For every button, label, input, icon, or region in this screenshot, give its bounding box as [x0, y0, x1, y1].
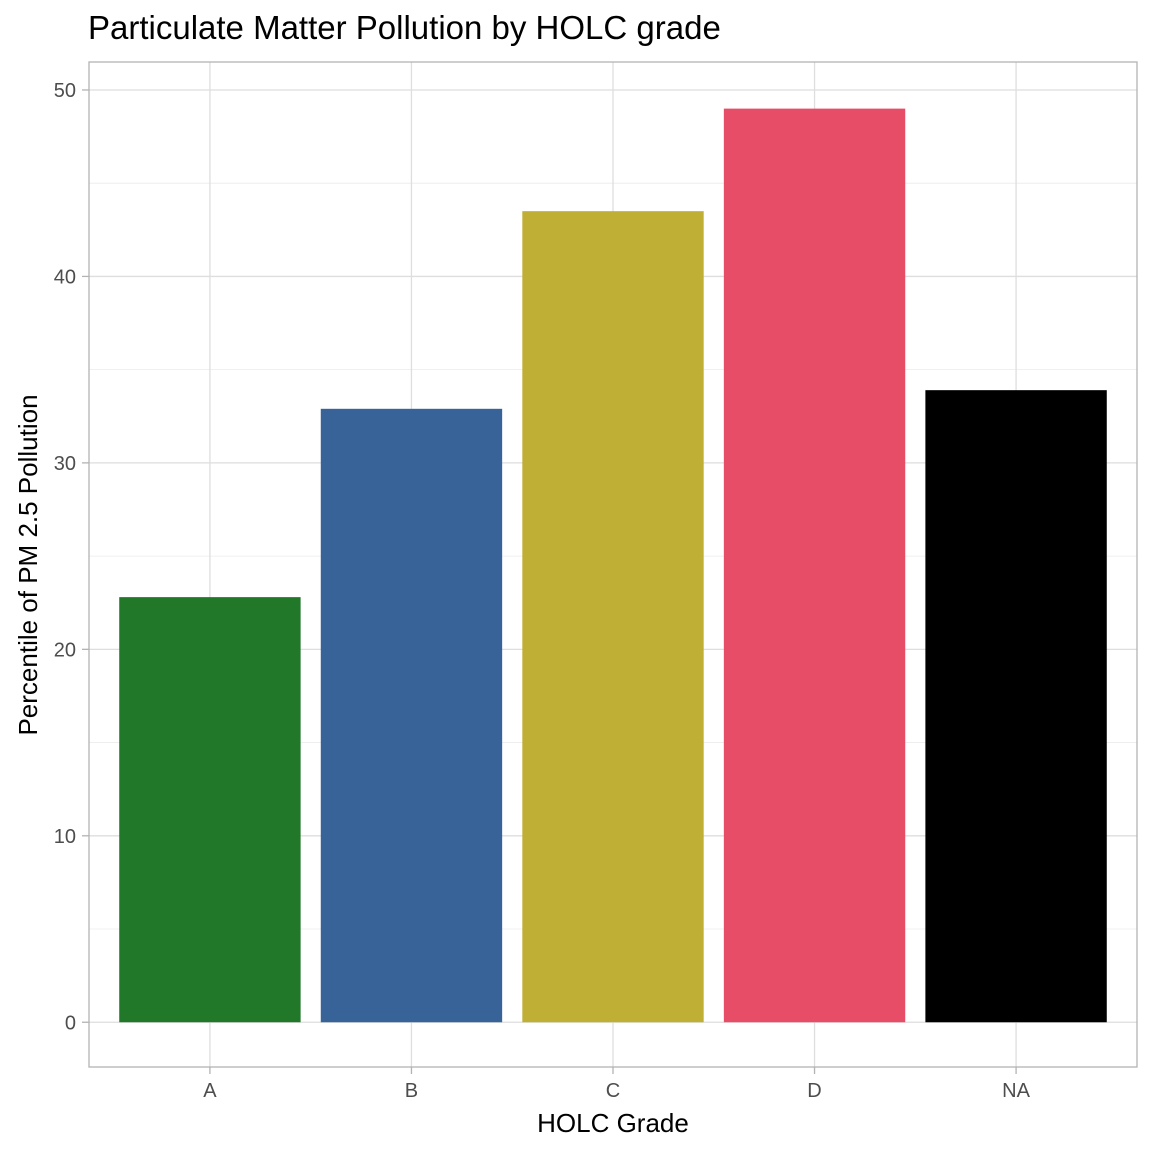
- y-tick-label: 40: [54, 266, 76, 288]
- x-axis: A B C D NA: [203, 1067, 1031, 1102]
- bar-d: [723, 108, 906, 1023]
- y-tick-label: 0: [65, 1012, 76, 1034]
- x-tick-label-d: D: [807, 1080, 821, 1102]
- x-tick-label-na: NA: [1002, 1080, 1030, 1102]
- bars: [119, 108, 1107, 1023]
- y-axis: 0 10 20 30 40 50: [54, 80, 89, 1034]
- x-tick-label-c: C: [606, 1080, 620, 1102]
- y-tick-label: 20: [54, 639, 76, 661]
- bar-a: [119, 597, 301, 1023]
- x-tick-label-b: B: [405, 1080, 418, 1102]
- y-tick-label: 30: [54, 453, 76, 475]
- chart-title: Particulate Matter Pollution by HOLC gra…: [88, 9, 721, 46]
- y-axis-title: Percentile of PM 2.5 Pollution: [13, 394, 43, 735]
- x-tick-label-a: A: [203, 1080, 217, 1102]
- y-tick-label: 50: [54, 80, 76, 102]
- bar-c: [522, 211, 704, 1023]
- bar-b: [320, 408, 503, 1023]
- x-axis-title: HOLC Grade: [537, 1108, 689, 1138]
- y-tick-label: 10: [54, 826, 76, 848]
- bar-na: [925, 390, 1107, 1023]
